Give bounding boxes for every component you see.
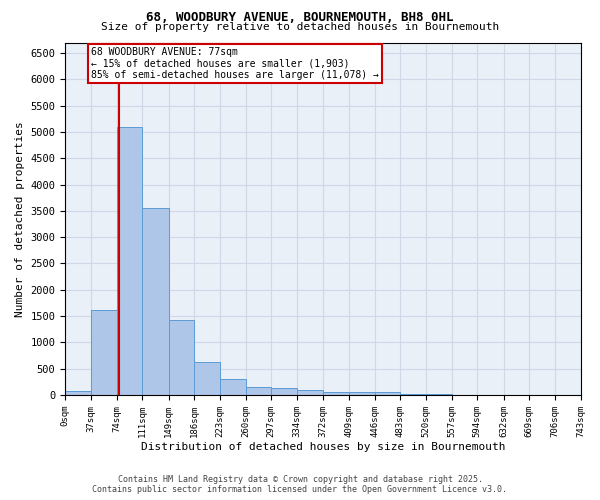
Bar [271, 388, 297, 395]
Text: 68, WOODBURY AVENUE, BOURNEMOUTH, BH8 0HL: 68, WOODBURY AVENUE, BOURNEMOUTH, BH8 0H… [146, 11, 454, 24]
Bar [426, 394, 452, 395]
Bar [169, 320, 194, 395]
Bar [323, 392, 349, 395]
Text: 68 WOODBURY AVENUE: 77sqm
← 15% of detached houses are smaller (1,903)
85% of se: 68 WOODBURY AVENUE: 77sqm ← 15% of detac… [91, 46, 379, 80]
Text: Contains HM Land Registry data © Crown copyright and database right 2025.
Contai: Contains HM Land Registry data © Crown c… [92, 474, 508, 494]
Bar [194, 362, 220, 395]
Bar [374, 392, 400, 395]
Bar [220, 378, 245, 395]
Y-axis label: Number of detached properties: Number of detached properties [15, 121, 25, 316]
Bar [91, 310, 116, 395]
X-axis label: Distribution of detached houses by size in Bournemouth: Distribution of detached houses by size … [140, 442, 505, 452]
Bar [142, 208, 169, 395]
Text: Size of property relative to detached houses in Bournemouth: Size of property relative to detached ho… [101, 22, 499, 32]
Bar [65, 391, 91, 395]
Bar [400, 394, 426, 395]
Bar [349, 392, 374, 395]
Bar [245, 387, 271, 395]
Bar [297, 390, 323, 395]
Bar [116, 126, 142, 395]
